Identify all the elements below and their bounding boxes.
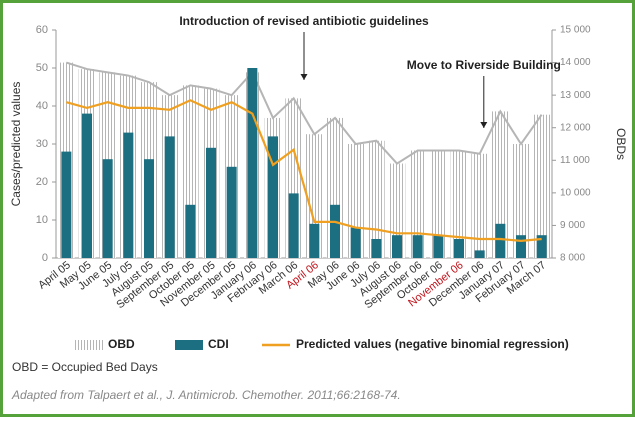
cdi-bar [164, 136, 175, 258]
note: OBD = Occupied Bed Days [12, 360, 158, 374]
legend-label: CDI [208, 337, 229, 351]
cdi-bar [144, 159, 154, 258]
y2-tick-label: 14 000 [560, 57, 591, 68]
obd-bar [512, 144, 530, 258]
predicted-line [66, 99, 542, 243]
y2-tick-label: 9 000 [560, 220, 585, 231]
cdi-bar [495, 223, 506, 258]
annotation: Move to Riverside Building [407, 58, 561, 72]
obd-bar [492, 111, 509, 258]
cdi-bar [123, 132, 134, 258]
cdi-bar [392, 235, 402, 258]
cdi-bar [412, 235, 423, 258]
cdi-bar [102, 159, 113, 258]
cdi-bar [61, 151, 72, 258]
obd-bar [450, 150, 468, 258]
cdi-bar [206, 147, 216, 258]
source: Adapted from Talpaert et al., J. Antimic… [11, 388, 401, 402]
y-tick-label: 10 [36, 214, 48, 226]
y2-axis-label: OBDs [614, 128, 628, 160]
cdi-bar [82, 113, 92, 258]
obd-bar [409, 150, 426, 258]
cdi-bar [330, 204, 340, 258]
legend-label: OBD [108, 337, 135, 351]
y-tick-label: 50 [36, 62, 48, 74]
legend-swatch [75, 340, 103, 350]
y-axis-label: Cases/predicted values [9, 82, 23, 207]
cdi-bar [268, 136, 278, 258]
annotation-arrowhead [300, 74, 308, 80]
cdi-bar [536, 235, 547, 258]
cdi-bar [288, 193, 299, 258]
y2-tick-label: 10 000 [560, 187, 591, 198]
y2-tick-label: 11 000 [560, 155, 590, 166]
y-tick-label: 30 [36, 138, 48, 150]
obd-line [66, 61, 543, 165]
cdi-bar [247, 68, 258, 258]
y-tick-label: 20 [36, 176, 48, 188]
cdi-bar [371, 239, 382, 258]
cdi-bar [454, 239, 464, 258]
cdi-bar [433, 235, 444, 258]
legend-swatch [175, 340, 203, 350]
annotation: Introduction of revised antibiotic guide… [179, 14, 429, 28]
y2-tick-label: 13 000 [560, 90, 591, 101]
obd-bar [533, 114, 550, 258]
legend-label: Predicted values (negative binomial regr… [296, 337, 569, 351]
y-tick-label: 60 [36, 24, 48, 36]
y2-tick-label: 8 000 [560, 253, 585, 264]
obd-bar [430, 150, 447, 258]
y-tick-label: 0 [42, 252, 48, 264]
obd-bar [471, 153, 488, 258]
y2-tick-label: 12 000 [560, 122, 591, 133]
y2-tick-label: 15 000 [560, 25, 591, 36]
cdi-bar [516, 235, 526, 258]
cdi-bar [350, 227, 361, 258]
cdi-bar [226, 166, 237, 258]
cdi-bar [309, 223, 320, 258]
cdi-bar [474, 250, 485, 258]
y-tick-label: 40 [36, 100, 48, 112]
cdi-bar [185, 204, 196, 258]
annotation-arrowhead [480, 122, 488, 128]
